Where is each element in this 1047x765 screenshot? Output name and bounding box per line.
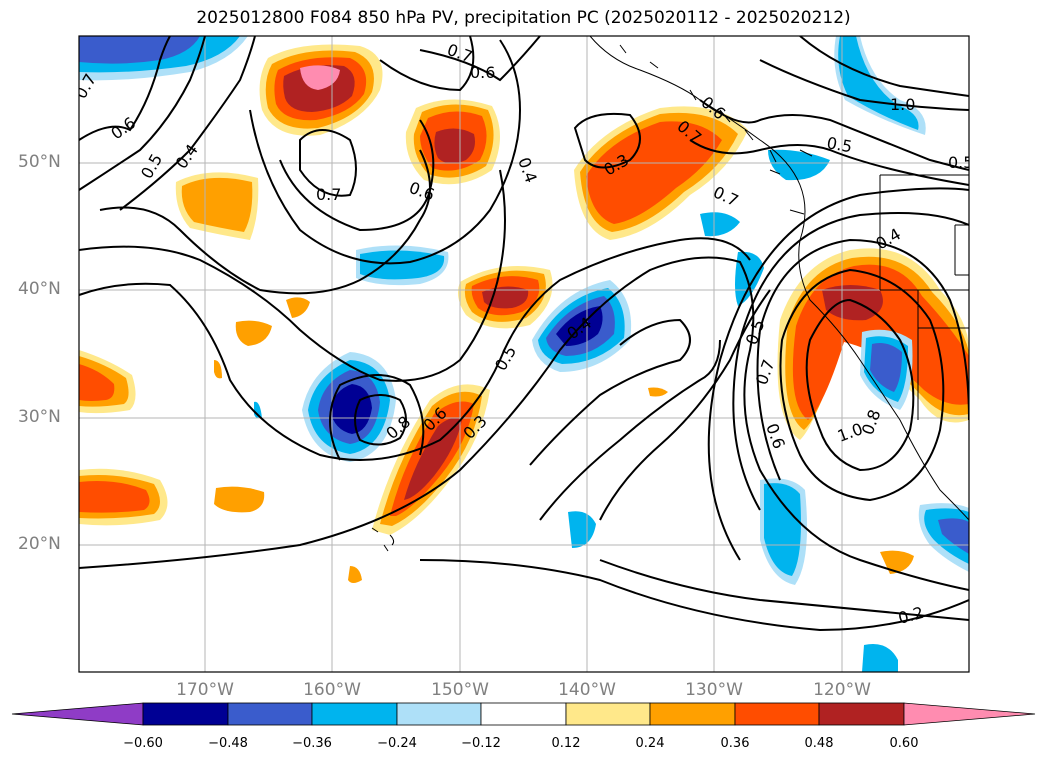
colorbar-tick-label: 0.60 [889, 736, 919, 751]
contour-label: 1.0 [890, 95, 915, 114]
colorbar [11, 702, 1036, 726]
colorbar-tick-label: 0.48 [804, 736, 834, 751]
map-title: 2025012800 F084 850 hPa PV, precipitatio… [196, 8, 851, 28]
lat-label: 30°N [18, 407, 61, 427]
contour-label: 0.7 [316, 185, 341, 204]
lon-label: 170°W [176, 680, 234, 700]
lat-label: 20°N [18, 534, 61, 554]
colorbar-tick-label: 0.24 [635, 736, 665, 751]
pv-contours [79, 36, 969, 632]
colorbar-tick-label: −0.12 [461, 736, 501, 751]
colorbar-tick-label: 0.36 [720, 736, 750, 751]
contour-label: 0.6 [470, 63, 495, 82]
lon-label: 140°W [558, 680, 616, 700]
lon-label: 120°W [813, 680, 871, 700]
colorbar-tick-label: −0.48 [208, 736, 248, 751]
lon-label: 150°W [431, 680, 489, 700]
negative-anomaly-regions [79, 36, 969, 672]
lon-label: 130°W [685, 680, 743, 700]
map-plot-area: 0.7 0.6 0.6 0.5 0.4 0.7 0.6 0.4 0.3 0.7 … [79, 36, 973, 672]
map-frame [78, 35, 970, 673]
colorbar-tick-label: −0.60 [123, 736, 163, 751]
lat-label: 40°N [18, 279, 61, 299]
lon-label: 160°W [303, 680, 361, 700]
colorbar-tick-label: 0.12 [551, 736, 581, 751]
colorbar-extend-high [903, 702, 1036, 726]
colorbar-tick-label: −0.24 [377, 736, 417, 751]
positive-anomaly-regions [79, 44, 969, 583]
colorbar-tick-label: −0.36 [292, 736, 332, 751]
contour-label: 0.5 [825, 133, 853, 156]
colorbar-extend-low [11, 702, 144, 726]
lat-label: 50°N [18, 152, 61, 172]
contour-label: 0.5 [948, 153, 973, 172]
